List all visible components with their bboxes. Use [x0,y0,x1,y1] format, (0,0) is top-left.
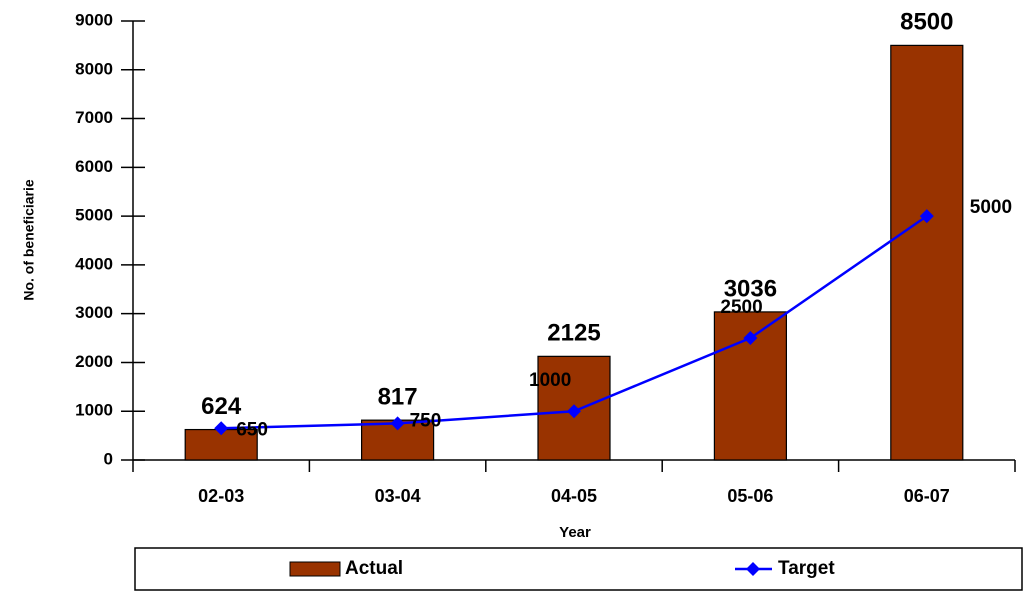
x-tick-label: 04-05 [551,486,597,506]
line-value-label: 2500 [720,297,762,318]
line-value-label: 1000 [529,370,571,391]
line-value-label: 5000 [970,197,1012,218]
x-axis-label: Year [559,524,591,541]
y-tick-label: 7000 [75,108,113,127]
line-marker [743,331,758,346]
y-axis-label: No. of beneficiarie [21,179,37,301]
y-tick-label: 6000 [75,157,113,176]
legend-label: Target [778,558,835,579]
y-tick-label: 8000 [75,59,113,78]
bar [890,44,964,461]
y-tick-label: 5000 [75,206,113,225]
line-marker [919,209,934,224]
y-tick-label: 4000 [75,254,113,273]
line-marker [390,416,405,431]
line-marker [567,404,581,419]
legend-swatch [289,561,341,577]
line-marker [214,421,229,436]
x-tick-label: 03-04 [375,486,421,506]
bar-value-label: 817 [378,383,418,410]
x-tick-label: 02-03 [198,486,244,506]
line-value-label: 750 [410,410,442,431]
x-tick-label: 06-07 [904,486,950,506]
x-tick-label: 05-06 [727,486,773,506]
bar-value-label: 3036 [724,275,777,302]
line-value-label: 650 [236,419,268,440]
y-tick-label: 9000 [75,10,113,29]
bar-value-label: 2125 [547,320,600,347]
y-tick-label: 2000 [75,352,113,371]
legend-label: Actual [345,558,403,579]
bar-value-label: 8500 [900,9,953,36]
y-tick-label: 1000 [75,401,113,420]
y-tick-label: 0 [104,449,113,468]
bar-value-label: 624 [201,393,242,420]
legend-box [134,547,1023,591]
y-tick-label: 3000 [75,303,113,322]
legend-marker [746,562,760,576]
